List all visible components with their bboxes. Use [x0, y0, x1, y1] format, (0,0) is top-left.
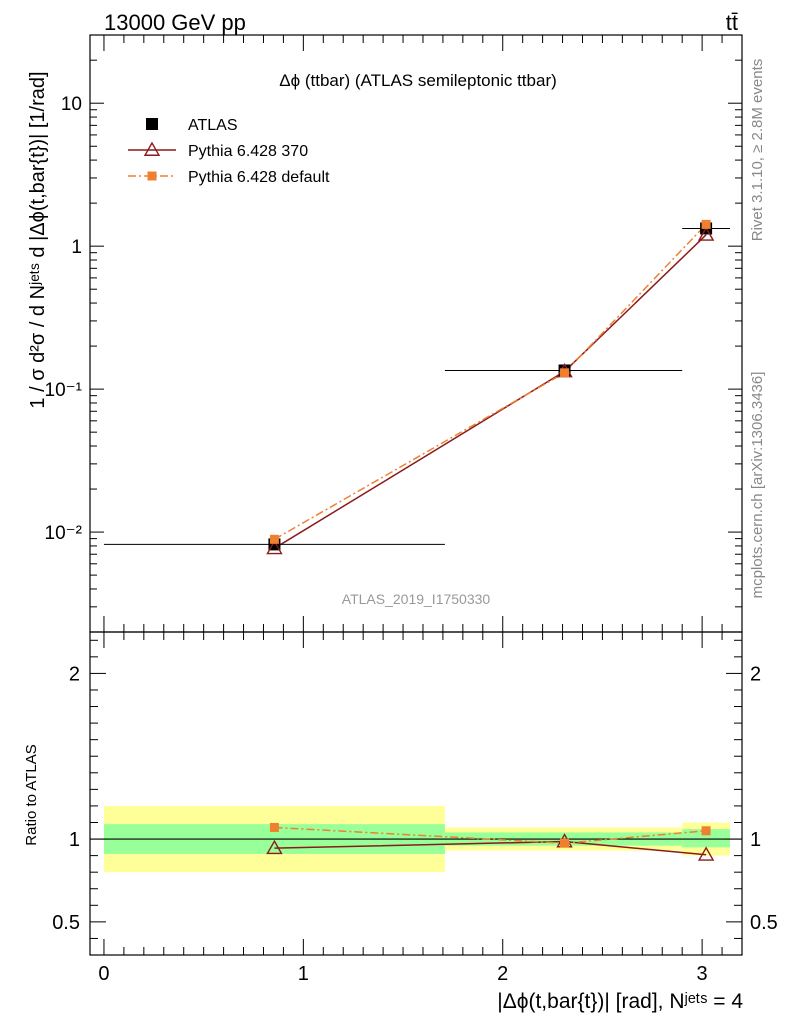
main-y-tick-label: 1 — [71, 237, 82, 258]
main-panel: 10⁻² 10⁻¹ 1 10 Δϕ (ttbar) (ATLAS semilepton… — [27, 34, 743, 633]
legend: ATLAS Pythia 6.428 370 Pythia 6.428 defaul… — [128, 117, 330, 186]
energy-label: 13000 GeV pp — [104, 10, 246, 35]
rivet-label: Rivet 3.1.10, ≥ 2.8M events — [749, 59, 766, 242]
legend-label-pythia-6-428-370: Pythia 6.428 370 — [188, 143, 308, 160]
data-point-pythia-6-428-default — [269, 534, 279, 544]
ratio-y-tick-label: 2 — [69, 663, 80, 685]
legend-marker-atlas — [146, 118, 158, 130]
ratio-y-tick-label: 0.5 — [52, 912, 80, 934]
x-tick-label: 0 — [98, 963, 109, 985]
main-y-axis-label: 1 / σ d²σ / d Nʲᵉᵗˢ d |Δϕ(t,bar{t})| [1/… — [27, 71, 49, 408]
ratio-point-pythia-6-428-370 — [266, 839, 283, 855]
x-tick-label: 3 — [697, 963, 708, 985]
ratio-y-tick-label-right: 1 — [750, 829, 761, 851]
ratio-point-pythia-6-428-default — [269, 822, 279, 832]
data-point-pythia-6-428-370 — [697, 226, 715, 241]
green-band-2 — [682, 829, 731, 848]
legend-label-atlas: ATLAS — [188, 117, 238, 134]
ratio-y-tick-label: 1 — [69, 829, 80, 851]
legend-marker-pythia-6-428-370 — [143, 141, 161, 156]
plot-title: Δϕ (ttbar) (ATLAS semileptonic ttbar) — [279, 71, 557, 90]
ratio-point-pythia-6-428-default — [701, 826, 711, 836]
ratio-point-pythia-6-428-default — [560, 838, 570, 848]
mcplots-label: mcplots.cern.ch [arXiv:1306.3436] — [749, 372, 766, 599]
data-point-pythia-6-428-default — [701, 219, 711, 229]
ratio-y-tick-label-right: 2 — [750, 663, 761, 685]
series-line-pythia-6-428-370 — [274, 234, 707, 549]
x-tick-label: 2 — [497, 963, 508, 985]
main-y-tick-label: 10⁻¹ — [45, 380, 83, 401]
series-line-pythia-6-428-default — [274, 223, 707, 540]
x-tick-label: 1 — [298, 963, 309, 985]
ratio-y-tick-label-right: 0.5 — [750, 912, 778, 934]
process-label: tt̄ — [726, 10, 738, 35]
main-y-tick-label: 10 — [61, 94, 82, 115]
data-point-pythia-6-428-default — [560, 368, 570, 378]
ratio-point-pythia-6-428-370 — [697, 846, 715, 861]
ratio-y-axis-label: Ratio to ATLAS — [23, 744, 40, 845]
legend-marker-pythia-6-428-default — [147, 171, 157, 181]
ratio-panel: 0 1 2 3 0.5 0.5 1 1 2 2 Ratio to ATLAS |Δϕ(t,bar{… — [23, 631, 778, 1013]
data-point-pythia-6-428-370 — [266, 539, 283, 555]
main-y-tick-label: 10⁻² — [45, 523, 83, 544]
legend-label-pythia-6-428-default: Pythia 6.428 default — [188, 169, 330, 186]
watermark: ATLAS_2019_I1750330 — [342, 591, 491, 607]
x-axis-label: |Δϕ(t,bar{t})| [rad], Nʲᵉᵗˢ = 4 — [497, 990, 743, 1013]
ratio-frame — [89, 631, 743, 956]
